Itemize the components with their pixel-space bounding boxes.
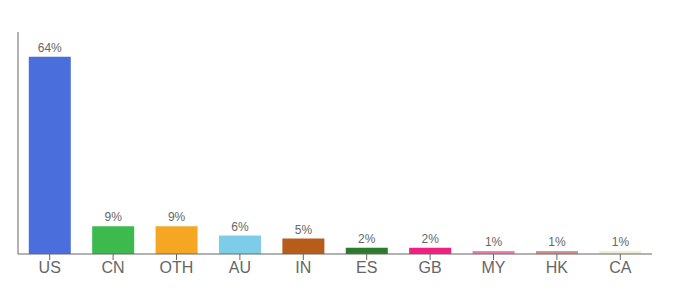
svg-text:HK: HK	[546, 259, 569, 276]
svg-text:IN: IN	[295, 259, 311, 276]
svg-text:9%: 9%	[168, 210, 186, 224]
svg-text:2%: 2%	[358, 232, 376, 246]
svg-text:1%: 1%	[612, 235, 630, 249]
svg-text:OTH: OTH	[160, 259, 194, 276]
svg-text:1%: 1%	[548, 235, 566, 249]
svg-text:6%: 6%	[231, 220, 249, 234]
svg-text:CN: CN	[102, 259, 125, 276]
svg-text:64%: 64%	[38, 41, 62, 55]
svg-text:AU: AU	[229, 259, 251, 276]
svg-text:1%: 1%	[485, 235, 503, 249]
svg-text:ES: ES	[356, 259, 377, 276]
svg-text:5%: 5%	[295, 223, 313, 237]
svg-text:GB: GB	[419, 259, 442, 276]
svg-text:US: US	[39, 259, 61, 276]
svg-text:2%: 2%	[422, 232, 440, 246]
svg-text:9%: 9%	[105, 210, 123, 224]
svg-text:MY: MY	[482, 259, 506, 276]
svg-text:CA: CA	[609, 259, 632, 276]
